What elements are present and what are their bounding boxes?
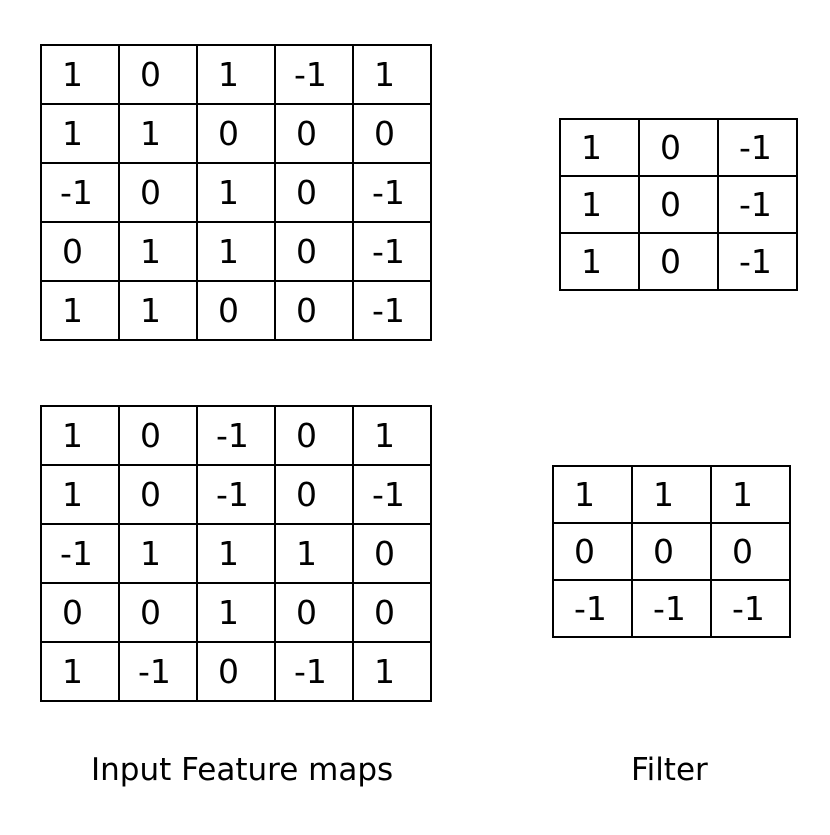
feature-map-1-cell: -1: [352, 162, 432, 223]
feature-map-2-cell: 0: [274, 405, 354, 466]
filter-caption: Filter: [631, 752, 708, 788]
input-feature-maps-caption: Input Feature maps: [91, 752, 394, 788]
feature-map-1-cell: 1: [196, 44, 276, 105]
feature-map-1-cell: 0: [274, 221, 354, 282]
filter-2-cell: 1: [710, 465, 791, 524]
filter-1-cell: 0: [638, 118, 719, 177]
feature-map-1-cell: 0: [118, 162, 198, 223]
filter-1-cell: -1: [717, 175, 798, 234]
feature-map-2-row: 1 0 -1 0 -1: [40, 464, 432, 525]
feature-map-2-cell: 1: [40, 641, 120, 702]
feature-map-2-cell: 1: [196, 582, 276, 643]
feature-map-1-row: 0 1 1 0 -1: [40, 221, 432, 282]
feature-map-1-cell: 0: [274, 103, 354, 164]
feature-map-2-cell: 0: [118, 405, 198, 466]
filter-2-cell: 1: [552, 465, 633, 524]
filter-2-cell: 0: [631, 522, 712, 581]
filter-2-cell: 0: [710, 522, 791, 581]
filter-2-cell: 1: [631, 465, 712, 524]
filter-2-cell: 0: [552, 522, 633, 581]
feature-map-2-cell: 0: [118, 582, 198, 643]
filter-1-row: 1 0 -1: [559, 232, 798, 291]
filter-1-row: 1 0 -1: [559, 118, 798, 177]
feature-map-1-cell: 0: [274, 162, 354, 223]
input-feature-map-2: 1 0 -1 0 1 1 0 -1 0 -1 -1 1 1 1 0 0 0 1 0 0 1 -1 0 -1 1: [40, 405, 432, 702]
filter-1-cell: 1: [559, 118, 640, 177]
filter-2-cell: -1: [552, 579, 633, 638]
filter-1: 1 0 -1 1 0 -1 1 0 -1: [559, 118, 798, 291]
feature-map-1-cell: -1: [40, 162, 120, 223]
feature-map-2-cell: 0: [118, 464, 198, 525]
filter-2-cell: -1: [710, 579, 791, 638]
feature-map-2-cell: 0: [196, 641, 276, 702]
filter-1-cell: 1: [559, 175, 640, 234]
feature-map-2-cell: 1: [274, 523, 354, 584]
filter-1-row: 1 0 -1: [559, 175, 798, 234]
feature-map-2-cell: -1: [352, 464, 432, 525]
feature-map-1-cell: 1: [118, 280, 198, 341]
feature-map-2-row: -1 1 1 1 0: [40, 523, 432, 584]
feature-map-1-cell: 1: [118, 221, 198, 282]
feature-map-2-cell: 0: [274, 464, 354, 525]
filter-2: 1 1 1 0 0 0 -1 -1 -1: [552, 465, 791, 638]
feature-map-2-cell: 0: [352, 582, 432, 643]
feature-map-2-cell: 0: [274, 582, 354, 643]
feature-map-1-row: 1 1 0 0 -1: [40, 280, 432, 341]
feature-map-2-row: 1 0 -1 0 1: [40, 405, 432, 466]
feature-map-1-cell: 0: [274, 280, 354, 341]
filter-1-cell: 1: [559, 232, 640, 291]
filter-1-cell: -1: [717, 118, 798, 177]
feature-map-2-cell: -1: [196, 405, 276, 466]
feature-map-1-cell: 1: [196, 221, 276, 282]
filter-2-cell: -1: [631, 579, 712, 638]
feature-map-1-cell: -1: [352, 221, 432, 282]
filter-1-cell: 0: [638, 232, 719, 291]
filter-2-row: -1 -1 -1: [552, 579, 791, 638]
feature-map-2-cell: 0: [40, 582, 120, 643]
feature-map-1-cell: 0: [196, 103, 276, 164]
feature-map-1-cell: 0: [40, 221, 120, 282]
feature-map-1-cell: -1: [274, 44, 354, 105]
feature-map-2-cell: 1: [40, 405, 120, 466]
feature-map-2-row: 1 -1 0 -1 1: [40, 641, 432, 702]
input-feature-map-1: 1 0 1 -1 1 1 1 0 0 0 -1 0 1 0 -1 0 1 1 0 -1 1 1 0 0 -1: [40, 44, 432, 341]
feature-map-1-cell: 1: [40, 280, 120, 341]
feature-map-1-cell: 0: [196, 280, 276, 341]
feature-map-1-row: 1 0 1 -1 1: [40, 44, 432, 105]
filter-1-cell: -1: [717, 232, 798, 291]
feature-map-2-cell: 1: [40, 464, 120, 525]
feature-map-2-cell: 1: [196, 523, 276, 584]
feature-map-1-cell: 0: [352, 103, 432, 164]
feature-map-2-cell: -1: [118, 641, 198, 702]
feature-map-1-cell: 0: [118, 44, 198, 105]
feature-map-1-cell: 1: [118, 103, 198, 164]
filter-1-cell: 0: [638, 175, 719, 234]
feature-map-1-cell: -1: [352, 280, 432, 341]
feature-map-2-cell: -1: [196, 464, 276, 525]
feature-map-1-cell: 1: [40, 103, 120, 164]
feature-map-2-cell: -1: [40, 523, 120, 584]
feature-map-2-cell: -1: [274, 641, 354, 702]
feature-map-1-row: -1 0 1 0 -1: [40, 162, 432, 223]
feature-map-2-cell: 1: [352, 405, 432, 466]
feature-map-1-cell: 1: [352, 44, 432, 105]
feature-map-2-cell: 0: [352, 523, 432, 584]
feature-map-1-cell: 1: [40, 44, 120, 105]
feature-map-1-cell: 1: [196, 162, 276, 223]
feature-map-2-cell: 1: [118, 523, 198, 584]
feature-map-2-cell: 1: [352, 641, 432, 702]
